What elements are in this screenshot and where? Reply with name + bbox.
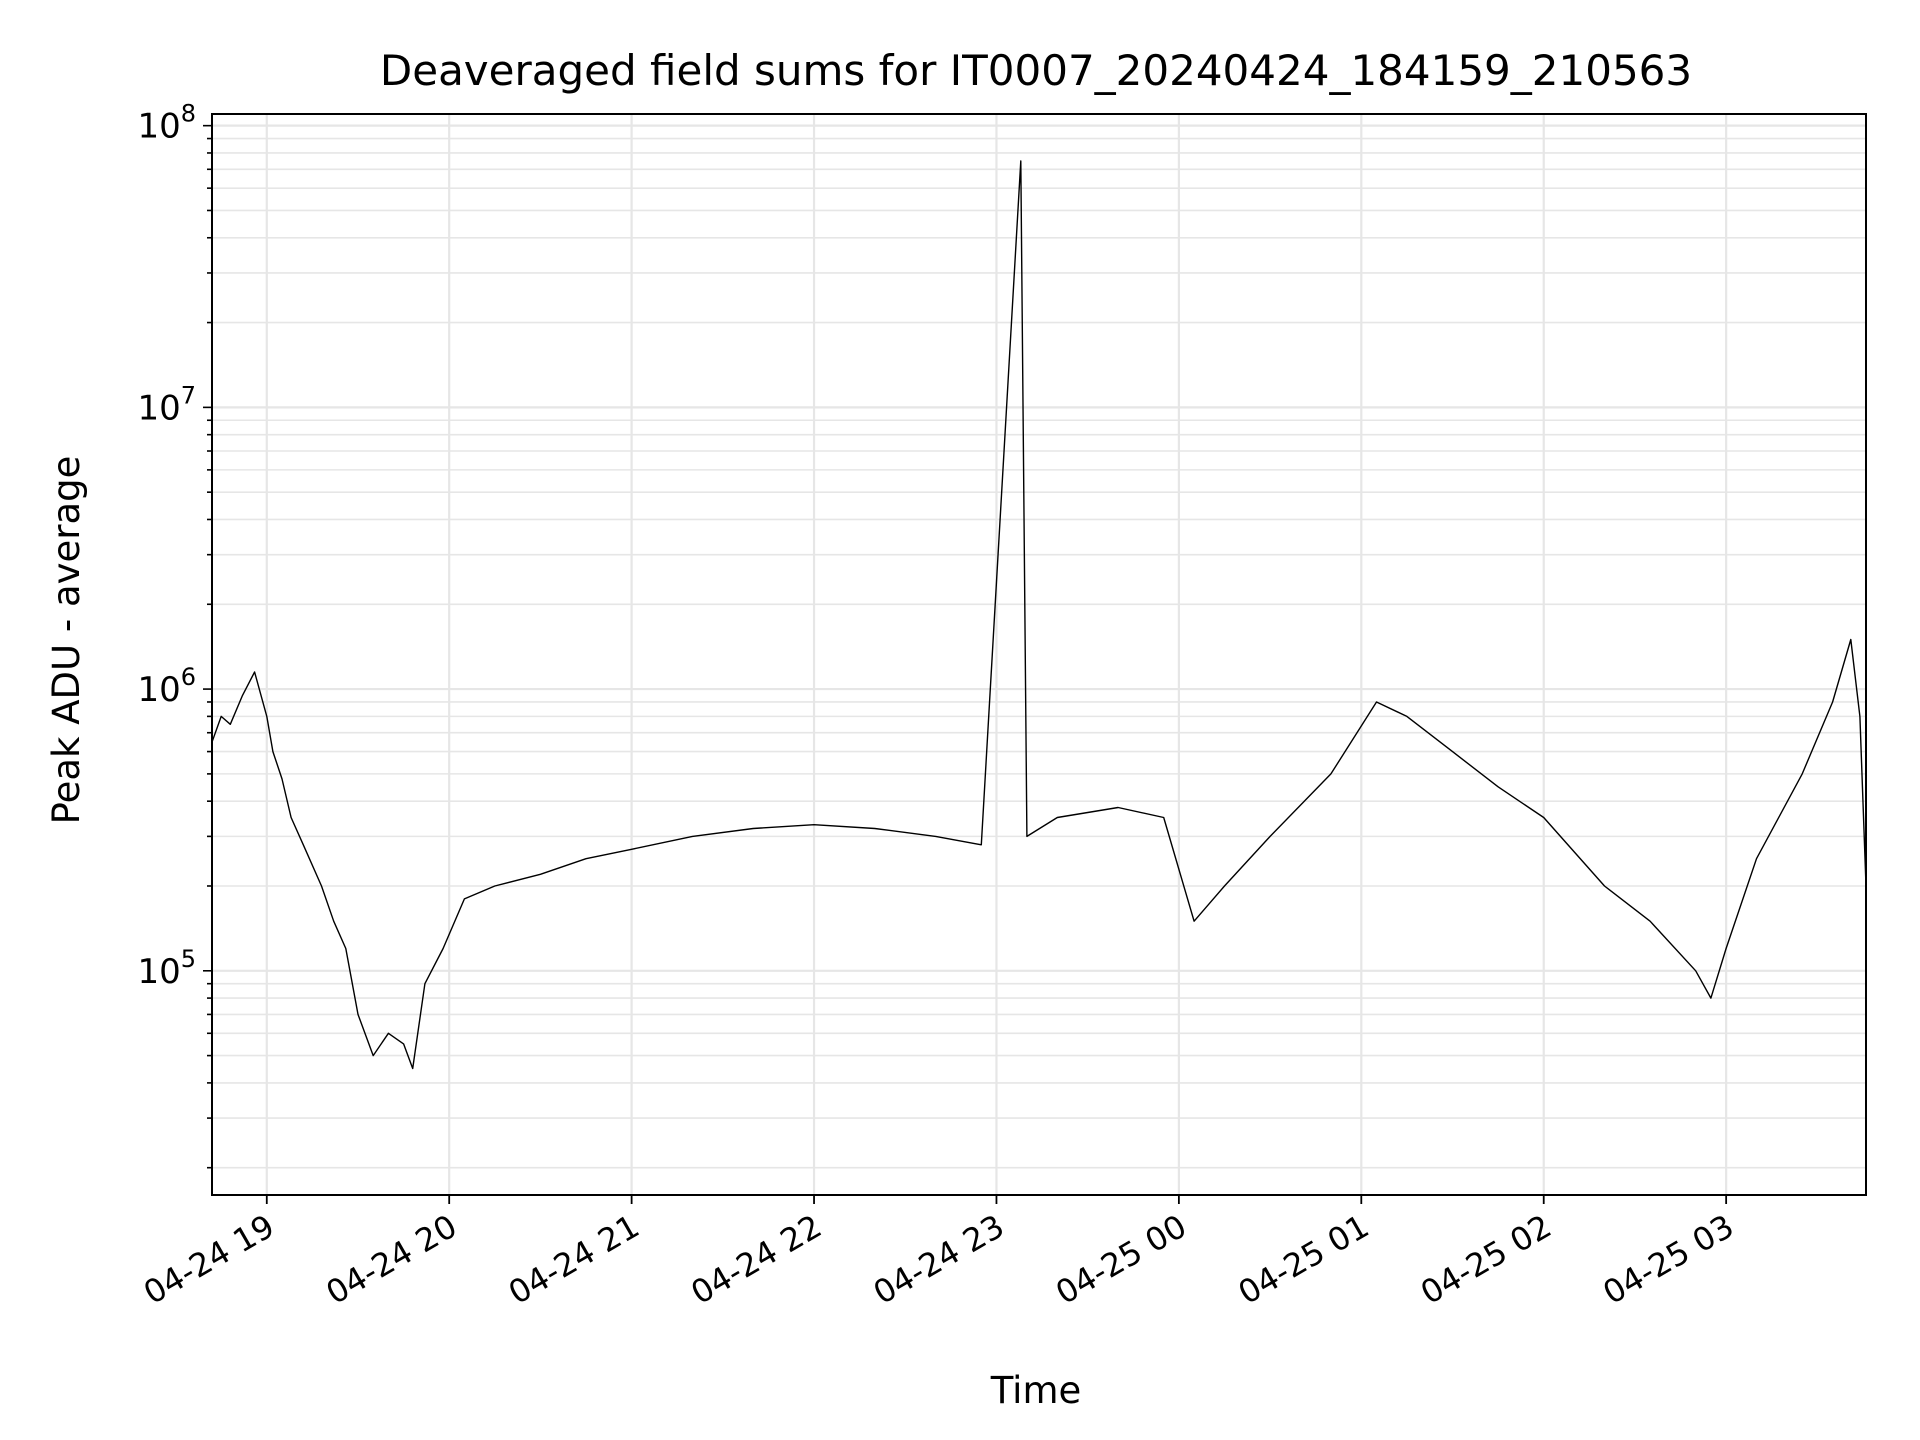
x-tick-label: 04-25 03 <box>1597 1207 1741 1312</box>
y-tick-label: 108 <box>137 100 196 147</box>
series-line <box>211 160 1867 1070</box>
x-tick-label: 04-24 23 <box>867 1207 1011 1312</box>
x-axis-label: Time <box>990 1369 1082 1412</box>
x-tick-label: 04-25 00 <box>1049 1207 1193 1312</box>
ticks: 04-24 19 04-24 20 04-24 21 04-24 22 04-24 23… <box>137 100 1740 1312</box>
x-tick-label: 04-25 02 <box>1414 1207 1558 1312</box>
x-tick-label: 04-24 19 <box>137 1207 281 1312</box>
y-tick-label: 105 <box>137 945 196 992</box>
y-axis-label: Peak ADU - average <box>45 456 88 825</box>
plot-frame <box>211 113 1867 1196</box>
y-tick-label: 107 <box>137 381 196 428</box>
series-layer <box>211 160 1867 1070</box>
x-tick-label: 04-25 01 <box>1232 1207 1376 1312</box>
x-tick-label: 04-24 20 <box>320 1207 464 1312</box>
x-tick-label: 04-24 21 <box>502 1207 646 1312</box>
x-tick-label: 04-24 22 <box>684 1207 828 1312</box>
y-tick-label: 106 <box>137 663 196 710</box>
grid <box>212 114 1866 1195</box>
chart-title: Deaveraged field sums for IT0007_2024042… <box>380 46 1692 95</box>
